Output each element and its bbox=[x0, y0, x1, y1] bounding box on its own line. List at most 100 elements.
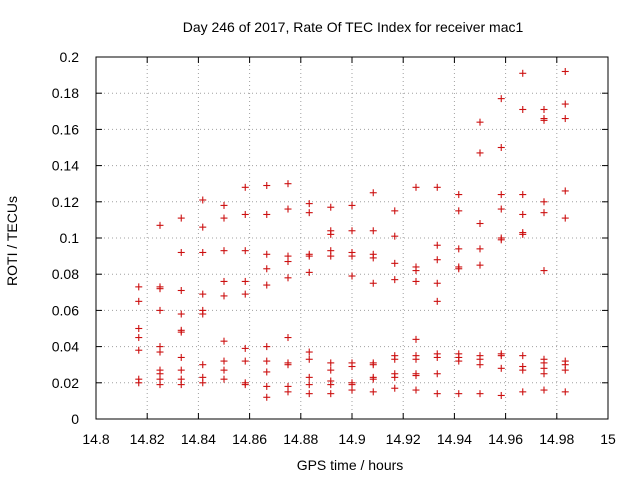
data-point bbox=[241, 247, 249, 255]
x-tick-label: 14.9 bbox=[338, 431, 365, 447]
y-axis-label: ROTI / TECUs bbox=[4, 196, 20, 286]
data-point bbox=[241, 357, 249, 365]
x-tick-label: 14.88 bbox=[283, 431, 318, 447]
y-tick-label: 0 bbox=[71, 411, 79, 427]
data-point bbox=[156, 306, 164, 314]
data-point bbox=[220, 277, 228, 285]
data-point bbox=[476, 390, 484, 398]
data-point bbox=[391, 232, 399, 240]
data-point bbox=[540, 105, 548, 113]
data-point bbox=[540, 267, 548, 275]
data-point bbox=[519, 69, 527, 77]
data-point bbox=[241, 381, 249, 389]
data-point bbox=[220, 337, 228, 345]
data-point bbox=[455, 357, 463, 365]
data-point bbox=[369, 189, 377, 197]
data-point bbox=[476, 149, 484, 157]
x-tick-label: 14.82 bbox=[130, 431, 165, 447]
data-point bbox=[433, 279, 441, 287]
data-point bbox=[305, 209, 313, 217]
data-point bbox=[497, 205, 505, 213]
data-point bbox=[455, 207, 463, 215]
data-point bbox=[220, 247, 228, 255]
data-point bbox=[412, 267, 420, 275]
data-point bbox=[455, 245, 463, 253]
data-point bbox=[476, 245, 484, 253]
x-tick-label: 14.92 bbox=[386, 431, 421, 447]
data-point bbox=[241, 277, 249, 285]
data-point bbox=[263, 182, 271, 190]
data-point bbox=[348, 363, 356, 371]
data-point bbox=[412, 277, 420, 285]
data-point bbox=[433, 183, 441, 191]
data-point bbox=[263, 393, 271, 401]
data-point bbox=[497, 391, 505, 399]
y-tick-label: 0.12 bbox=[52, 194, 79, 210]
data-point bbox=[284, 361, 292, 369]
data-point bbox=[391, 373, 399, 381]
data-point bbox=[433, 370, 441, 378]
data-point bbox=[135, 283, 143, 291]
data-point bbox=[305, 268, 313, 276]
data-point bbox=[391, 355, 399, 363]
data-point bbox=[135, 346, 143, 354]
data-point bbox=[156, 221, 164, 229]
data-point bbox=[327, 359, 335, 367]
data-point bbox=[220, 292, 228, 300]
data-point bbox=[305, 373, 313, 381]
data-point bbox=[284, 180, 292, 188]
data-point bbox=[327, 390, 335, 398]
data-point bbox=[476, 261, 484, 269]
data-point bbox=[199, 379, 207, 387]
data-point bbox=[348, 227, 356, 235]
x-tick-label: 14.84 bbox=[181, 431, 216, 447]
data-point bbox=[433, 353, 441, 361]
data-point bbox=[284, 258, 292, 266]
data-point bbox=[369, 254, 377, 262]
data-point bbox=[156, 348, 164, 356]
y-tick-label: 0.06 bbox=[52, 302, 79, 318]
data-point bbox=[135, 297, 143, 305]
data-point bbox=[263, 265, 271, 273]
data-point bbox=[177, 353, 185, 361]
data-point bbox=[177, 214, 185, 222]
data-point bbox=[497, 236, 505, 244]
data-point bbox=[135, 379, 143, 387]
data-point bbox=[455, 265, 463, 273]
data-point bbox=[177, 381, 185, 389]
data-point bbox=[519, 366, 527, 374]
data-point bbox=[348, 252, 356, 260]
data-point bbox=[433, 297, 441, 305]
data-point bbox=[455, 390, 463, 398]
y-tick-label: 0.04 bbox=[52, 339, 79, 355]
data-point bbox=[391, 207, 399, 215]
data-point bbox=[263, 382, 271, 390]
data-point bbox=[519, 191, 527, 199]
data-point bbox=[348, 201, 356, 209]
data-point bbox=[284, 388, 292, 396]
data-point bbox=[519, 210, 527, 218]
y-tick-label: 0.2 bbox=[60, 49, 80, 65]
data-point bbox=[476, 220, 484, 228]
x-tick-label: 14.94 bbox=[437, 431, 472, 447]
data-point bbox=[391, 276, 399, 284]
data-point bbox=[369, 375, 377, 383]
data-point bbox=[220, 357, 228, 365]
data-point bbox=[412, 386, 420, 394]
data-point bbox=[305, 381, 313, 389]
data-point bbox=[156, 381, 164, 389]
x-tick-label: 14.8 bbox=[82, 431, 109, 447]
data-point bbox=[305, 390, 313, 398]
data-point bbox=[540, 209, 548, 217]
data-point bbox=[561, 366, 569, 374]
data-point bbox=[220, 375, 228, 383]
x-tick-label: 14.98 bbox=[539, 431, 574, 447]
y-tick-label: 0.14 bbox=[52, 158, 79, 174]
data-point bbox=[177, 310, 185, 318]
data-point bbox=[412, 335, 420, 343]
data-point bbox=[263, 357, 271, 365]
data-point bbox=[263, 281, 271, 289]
data-point bbox=[412, 355, 420, 363]
data-point bbox=[391, 259, 399, 267]
data-point bbox=[540, 116, 548, 124]
